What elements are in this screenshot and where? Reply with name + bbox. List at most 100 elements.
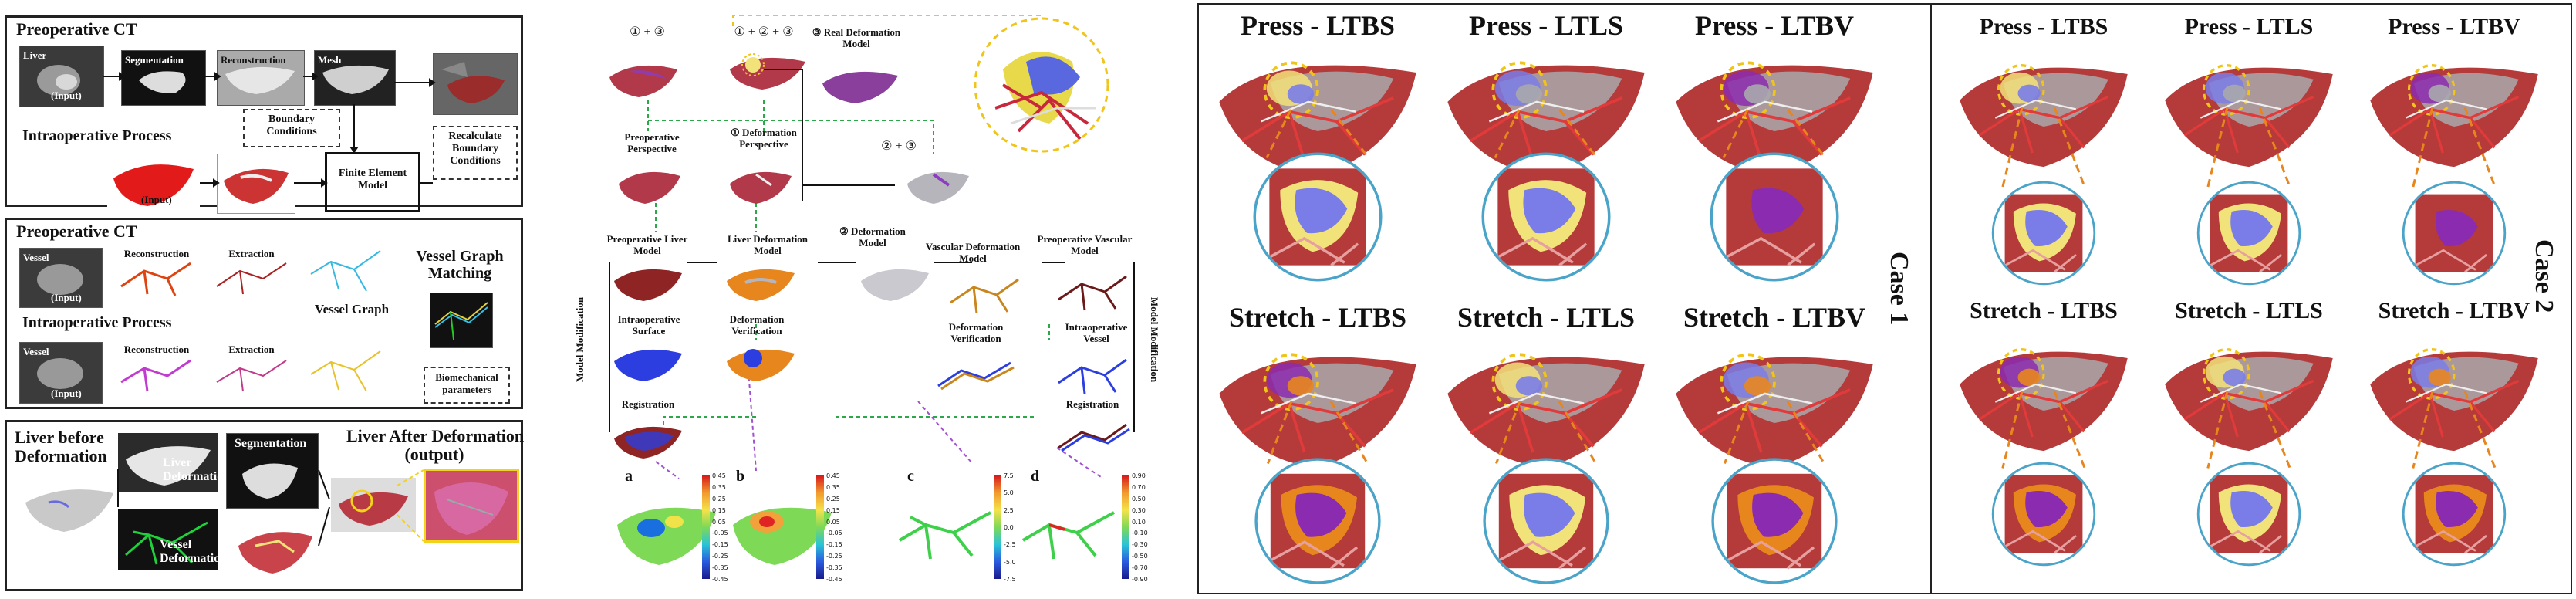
heatmap-c bbox=[898, 511, 991, 560]
vessel-extract2-label: Extraction bbox=[228, 343, 275, 355]
zoom-detail-circle bbox=[2195, 460, 2303, 568]
zoom-connector bbox=[2400, 390, 2508, 469]
heatmap-d bbox=[1021, 511, 1115, 560]
zoom-detail-circle bbox=[1251, 150, 1385, 284]
case1-label: Case 1 bbox=[1885, 252, 1913, 326]
color-scale-tick: 0.35 bbox=[826, 483, 840, 491]
intra-liver-graphic bbox=[113, 164, 194, 206]
liver-model-render bbox=[2365, 332, 2543, 463]
zoom-connector bbox=[1709, 400, 1840, 464]
p3-arrows bbox=[117, 469, 424, 547]
vessel-label: Vessel bbox=[23, 252, 49, 263]
recalc-label: Recalculate Boundary Conditions bbox=[448, 130, 502, 167]
color-scale-tick: 0.45 bbox=[826, 472, 840, 479]
p3-seg-thumb: Segmentation bbox=[226, 433, 319, 509]
vessel-input-label: (Input) bbox=[51, 292, 82, 303]
zoom-connector bbox=[1990, 106, 2098, 188]
case1-top-title: Press - LTBS bbox=[1240, 10, 1396, 41]
zoom-detail-circle bbox=[1990, 179, 2098, 287]
liver-model-render bbox=[2365, 48, 2543, 179]
color-scale-tick: 0.10 bbox=[1132, 518, 1146, 526]
label-pre-vasc: Preoperative Vascular Model bbox=[1037, 233, 1133, 256]
liver-model-render bbox=[1955, 48, 2132, 179]
color-scale-tick: -0.45 bbox=[712, 576, 728, 583]
p1-arrows bbox=[103, 72, 436, 188]
label-def-persp: ① Deformation Perspective bbox=[731, 127, 797, 150]
vessel-recon2-label: Reconstruction bbox=[123, 343, 190, 355]
model-mod2-rot: Model Modification bbox=[1149, 262, 1160, 417]
match-thumb bbox=[430, 293, 493, 348]
panel-deformation-output: Liver before Deformation Liver Deformati… bbox=[5, 420, 524, 591]
vessel-recon2-graphic bbox=[120, 359, 191, 392]
vessel-recon2-thumb: Reconstruction bbox=[113, 343, 200, 399]
label-c23: ② + ③ bbox=[881, 140, 917, 153]
vessel-def-model bbox=[950, 278, 1019, 314]
liver-verif bbox=[727, 349, 795, 381]
color-scale-tick: -0.15 bbox=[712, 541, 728, 549]
color-scale-tick: -0.25 bbox=[826, 553, 842, 560]
mesh-graphic bbox=[322, 65, 389, 94]
label-pre-liver: Preoperative Liver Model bbox=[606, 233, 688, 256]
case2-bottom-title: Stretch - LTBV bbox=[2378, 298, 2530, 323]
recon-thumb: Reconstruction bbox=[217, 50, 305, 106]
zoom-connector bbox=[2400, 106, 2508, 188]
color-scale-tick: 0.0 bbox=[1004, 524, 1014, 531]
recalc-box bbox=[433, 126, 518, 180]
recon-label: Reconstruction bbox=[221, 54, 286, 66]
label-c123: ① + ② + ③ bbox=[734, 25, 794, 39]
liver-reg bbox=[614, 426, 682, 459]
color-scale-tick: 5.0 bbox=[1004, 489, 1014, 497]
liver-c13 bbox=[609, 65, 677, 97]
vessel-extract-thumb: Extraction bbox=[209, 248, 294, 302]
zoom-connector bbox=[2195, 390, 2303, 469]
color-scale-tick: -2.5 bbox=[1004, 541, 1016, 549]
color-scale-tick: 0.50 bbox=[1132, 495, 1146, 503]
case1-bottom-title: Stretch - LTBS bbox=[1228, 302, 1407, 333]
liver-def-model bbox=[727, 269, 795, 301]
color-scale-tick: -0.35 bbox=[712, 564, 728, 572]
panel-liver-pipeline: Preoperative CT Liver (Input) Segmentati… bbox=[5, 15, 523, 214]
liver-model-render bbox=[1955, 332, 2132, 463]
color-scale-tick: 7.5 bbox=[1004, 472, 1014, 479]
color-scale-tick: 0.05 bbox=[826, 518, 840, 526]
zoom-detail-circle bbox=[2400, 179, 2508, 287]
color-scale-tick: 0.05 bbox=[712, 518, 726, 526]
vessel2-label: Vessel bbox=[23, 346, 49, 357]
heatmap-a bbox=[617, 507, 716, 565]
color-scale-tick: -0.15 bbox=[826, 541, 842, 549]
color-scale-tick: 0.15 bbox=[826, 506, 840, 514]
letter-c: c bbox=[907, 468, 914, 485]
color-scale-tick: -0.25 bbox=[712, 553, 728, 560]
seg-label: Segmentation bbox=[125, 54, 184, 66]
biomech-box bbox=[424, 367, 510, 404]
label-def-verif2: Deformation Verification bbox=[948, 321, 1004, 344]
p3-seg-graphic bbox=[242, 463, 298, 499]
color-scale-tick: -0.70 bbox=[1132, 564, 1148, 572]
zoom-detail-circle bbox=[1709, 455, 1840, 587]
zoom-detail-circle bbox=[2195, 179, 2303, 287]
p1-intra-title: Intraoperative Process bbox=[22, 127, 172, 144]
input2-label: (Input) bbox=[141, 194, 172, 205]
zoom-detail-circle bbox=[1990, 460, 2098, 568]
label-intra-surf: Intraoperative Surface bbox=[617, 313, 680, 337]
ct-liver-thumb: Liver (Input) bbox=[19, 46, 104, 107]
letter-d: d bbox=[1031, 468, 1040, 485]
liver-pre-persp bbox=[619, 171, 680, 204]
vessel-def-graphic bbox=[118, 509, 218, 570]
color-scale-tick: 0.25 bbox=[826, 495, 840, 503]
zoom-connector bbox=[1479, 108, 1613, 158]
model-mod2-label: Model Modification bbox=[1149, 296, 1160, 383]
color-scale-bar bbox=[1122, 475, 1129, 579]
liver-intra-surf bbox=[614, 349, 682, 381]
middle-arrows bbox=[609, 15, 1135, 479]
liver-pre-model bbox=[614, 269, 682, 301]
color-scale-tick: 0.15 bbox=[712, 506, 726, 514]
label-real: ③ Real Deformation Model bbox=[812, 26, 901, 49]
vessel-verif bbox=[937, 361, 1015, 391]
vessel-graph-label: Vessel Graph bbox=[314, 302, 390, 316]
case2-bottom-title: Stretch - LTBS bbox=[1970, 298, 2118, 323]
zoom-detail-circle bbox=[1480, 455, 1612, 587]
zoom-connector bbox=[2195, 106, 2303, 188]
color-scale-tick: -0.35 bbox=[826, 564, 842, 572]
color-scale-tick: -5.0 bbox=[1004, 558, 1016, 566]
